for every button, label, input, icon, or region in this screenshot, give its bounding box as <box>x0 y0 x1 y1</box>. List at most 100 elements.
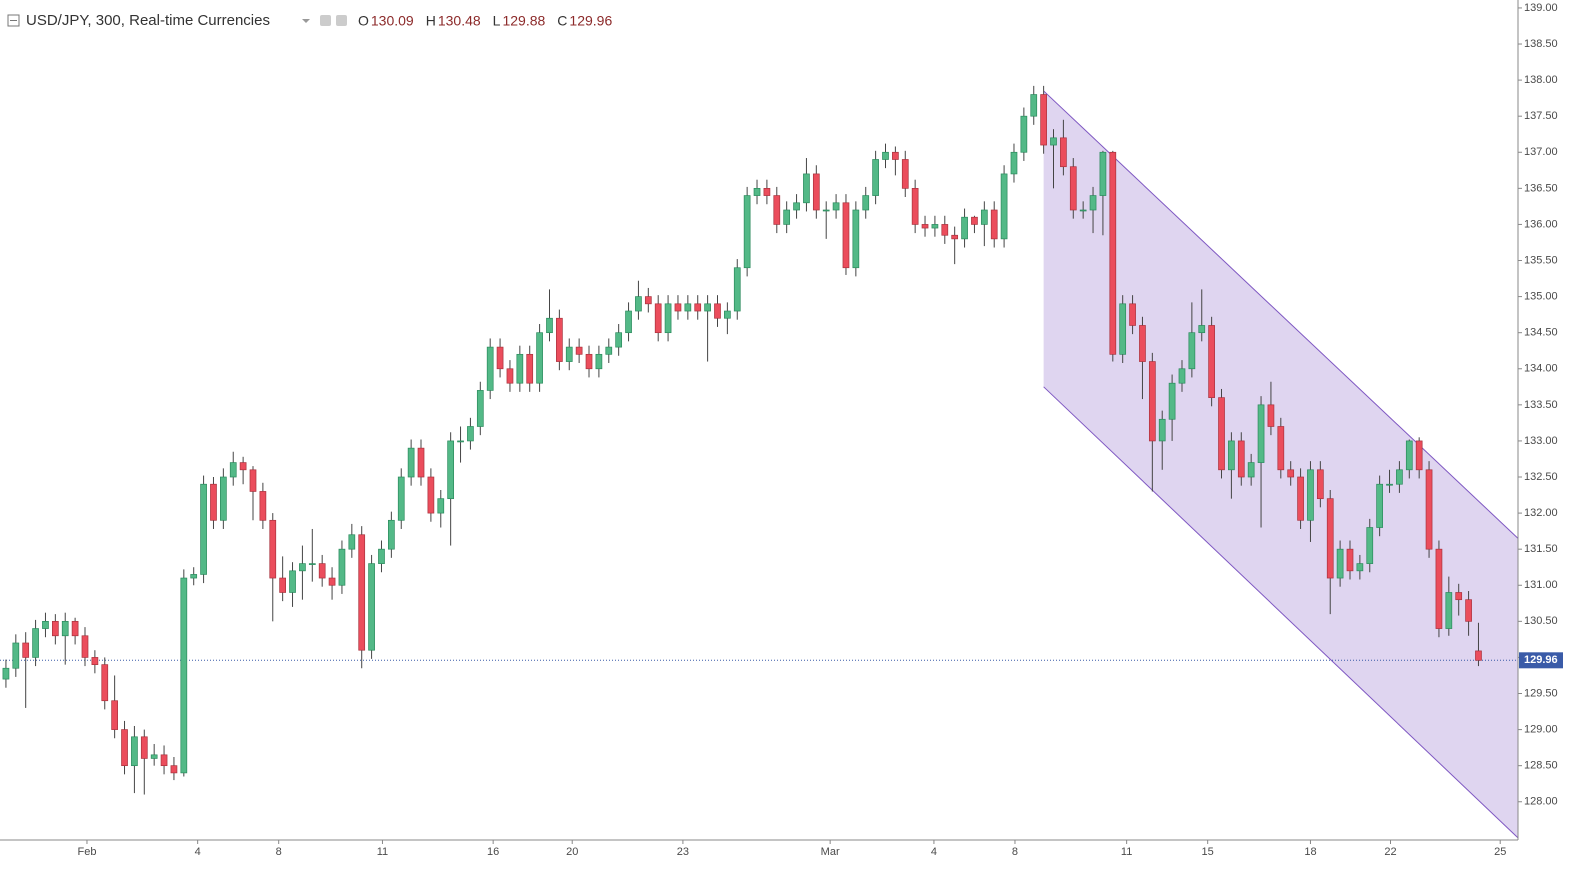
candle-body <box>467 426 474 442</box>
candle-body <box>12 642 20 669</box>
symbol-title[interactable]: USD/JPY, 300, Real-time Currencies <box>26 12 270 29</box>
candle-body <box>1336 548 1344 579</box>
collapse-icon[interactable] <box>7 14 20 27</box>
candle-body <box>1178 368 1186 384</box>
candle-body <box>269 519 277 579</box>
candle-body <box>1139 325 1146 362</box>
candle-body <box>921 224 929 229</box>
y-tick-label: 139.00 <box>1524 2 1558 14</box>
candle-body <box>585 353 593 370</box>
x-tick-label: Feb <box>77 846 96 858</box>
candle-body <box>1099 151 1107 196</box>
candle-body <box>862 195 870 211</box>
dropdown-arrow[interactable] <box>302 19 310 23</box>
candle-body <box>694 303 702 312</box>
candle-body <box>368 563 375 651</box>
x-tick-label: 15 <box>1202 846 1214 858</box>
candle-body <box>1050 137 1057 146</box>
y-tick-label: 138.00 <box>1524 74 1558 86</box>
candle-body <box>1129 303 1136 326</box>
candle-body <box>516 353 524 384</box>
last-price-badge <box>1519 652 1563 669</box>
y-tick-label: 136.50 <box>1524 182 1558 194</box>
x-tick-label: 11 <box>377 846 388 858</box>
candle-body <box>1297 476 1304 521</box>
candle-body <box>150 754 158 759</box>
candle-body <box>121 729 128 767</box>
candle-body <box>289 570 296 593</box>
candle-body <box>1405 440 1413 471</box>
candle-body <box>348 534 356 550</box>
candle-body <box>437 498 445 514</box>
candle-body <box>1346 548 1354 572</box>
candle-body <box>1475 650 1482 661</box>
candle-body <box>1158 418 1166 442</box>
candle-body <box>724 310 731 319</box>
candle-body <box>1010 151 1018 175</box>
candle-body <box>1386 483 1393 486</box>
settings-icon[interactable] <box>320 15 331 26</box>
x-tick-label: 20 <box>566 846 578 858</box>
candle-body <box>397 476 405 521</box>
x-tick-label: 22 <box>1384 846 1396 858</box>
candle-body <box>753 188 761 196</box>
candle-body <box>279 577 286 593</box>
candle-body <box>961 216 968 240</box>
candle-body <box>664 303 672 334</box>
candle-body <box>1060 137 1067 168</box>
ohlc-value: 130.48 <box>438 13 481 29</box>
candle-body <box>872 159 879 196</box>
candle-body <box>170 765 178 774</box>
candle-body <box>91 657 99 665</box>
y-tick-label: 134.50 <box>1524 327 1558 339</box>
candle-body <box>654 303 662 334</box>
y-tick-label: 133.50 <box>1524 399 1558 411</box>
candle-body <box>1228 440 1235 471</box>
candle-body <box>160 754 168 767</box>
hide-icon[interactable] <box>336 15 347 26</box>
candle-body <box>1425 469 1433 550</box>
candle-body <box>427 476 435 514</box>
candle-body <box>1020 115 1028 153</box>
candle-body <box>990 209 998 240</box>
candle-body <box>822 209 830 212</box>
y-tick-label: 135.00 <box>1524 291 1558 303</box>
x-tick-label: 4 <box>195 846 201 858</box>
candle-body <box>852 209 860 269</box>
ohlc-letter: L <box>493 13 501 29</box>
y-tick-label: 129.50 <box>1524 687 1558 699</box>
candle-body <box>220 476 227 521</box>
candle-body <box>733 267 741 312</box>
candle-body <box>1465 599 1472 622</box>
candle-body <box>605 346 613 355</box>
candle-body <box>1307 469 1314 521</box>
candle-body <box>1119 303 1127 355</box>
candle-body <box>1030 94 1038 117</box>
candle-body <box>1326 498 1334 579</box>
candle-body <box>901 159 909 189</box>
candle-body <box>783 209 791 225</box>
y-tick-label: 128.00 <box>1524 796 1558 808</box>
candle-body <box>61 620 69 637</box>
candle-body <box>714 303 721 319</box>
candle-body <box>635 296 642 312</box>
y-tick-label: 136.00 <box>1524 218 1558 230</box>
candle-body <box>1455 592 1463 601</box>
candle-body <box>131 736 138 767</box>
candle-body <box>892 151 899 160</box>
candle-body <box>249 469 257 492</box>
candle-body <box>417 447 425 478</box>
candle-body <box>1109 151 1117 355</box>
candle-body <box>1208 325 1215 398</box>
candle-body <box>1316 469 1324 500</box>
candle-body <box>32 628 39 658</box>
candle-body <box>1198 325 1206 334</box>
candle-body <box>1445 592 1453 629</box>
candle-body <box>644 296 652 305</box>
candle-body <box>1257 404 1265 463</box>
candle-body <box>299 563 306 572</box>
candle-body <box>1089 195 1097 211</box>
candle-body <box>180 577 188 774</box>
